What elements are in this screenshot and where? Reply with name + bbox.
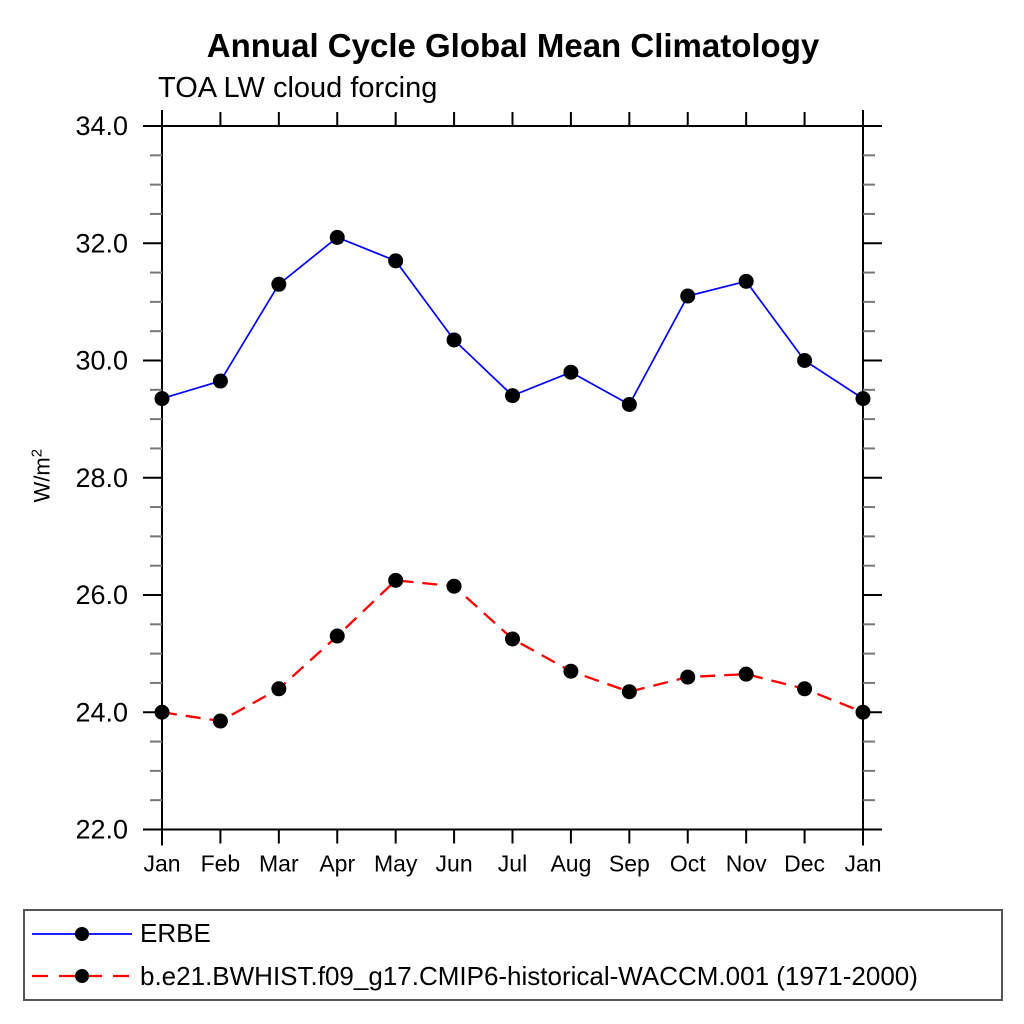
data-point-marker (329, 229, 345, 245)
data-point-marker (505, 388, 520, 404)
series-line-dashed (161, 579, 864, 723)
legend-line-sample-dashed (32, 969, 132, 984)
data-point-marker (563, 663, 579, 679)
legend: ERBE b.e21.BWHIST.f09_g17.CMIP6-historic… (23, 909, 1003, 1001)
x-tick-label: Feb (201, 851, 241, 877)
legend-item-model: b.e21.BWHIST.f09_g17.CMIP6-historical-WA… (25, 956, 1001, 996)
x-tick-label: Mar (259, 851, 299, 877)
y-tick-label: 22.0 (75, 815, 128, 845)
x-tick-label: Jun (436, 851, 473, 877)
x-tick-label: Apr (319, 851, 355, 877)
x-tick-label: Jul (498, 851, 527, 877)
data-point-marker (855, 391, 871, 407)
y-tick-label: 28.0 (75, 463, 128, 493)
data-point-marker (797, 681, 813, 697)
data-point-marker (738, 666, 754, 682)
data-point-marker (154, 391, 170, 407)
x-tick-label: Dec (784, 851, 825, 877)
x-tick-label: Aug (550, 851, 591, 877)
data-point-marker (271, 276, 287, 292)
y-tick-label: 26.0 (75, 580, 128, 610)
data-point-marker (505, 631, 520, 647)
legend-line-sample-solid (32, 926, 132, 941)
data-point-marker (271, 681, 287, 697)
data-point-marker (797, 353, 813, 368)
data-point-marker (154, 704, 170, 720)
data-point-marker (563, 364, 579, 380)
data-point-marker (680, 288, 696, 304)
series-line-solid (161, 236, 864, 406)
y-tick-label: 34.0 (75, 111, 128, 141)
data-point-marker (329, 628, 345, 644)
data-point-marker (388, 572, 404, 588)
data-point-marker (621, 684, 637, 700)
legend-item-erbe: ERBE (25, 914, 1001, 954)
data-point-marker (212, 373, 228, 389)
chart-subtitle: TOA LW cloud forcing (158, 72, 438, 104)
x-tick-label: Nov (726, 851, 767, 877)
data-point-marker (446, 578, 462, 594)
x-tick-label: May (374, 851, 418, 877)
chart-title: Annual Cycle Global Mean Climatology (206, 27, 820, 64)
x-tick-label: Jan (844, 851, 881, 877)
data-point-marker (388, 253, 404, 269)
legend-label: b.e21.BWHIST.f09_g17.CMIP6-historical-WA… (140, 960, 918, 991)
legend-label: ERBE (140, 918, 211, 949)
data-point-marker (212, 713, 228, 729)
data-point-marker (680, 669, 696, 685)
y-tick-label: 24.0 (75, 697, 128, 727)
x-tick-label: Oct (670, 851, 706, 877)
legend-marker-icon (75, 969, 89, 984)
data-point-marker (855, 704, 871, 720)
data-point-marker (738, 273, 754, 289)
data-point-marker (446, 332, 462, 348)
legend-marker-icon (75, 926, 89, 941)
data-point-marker (621, 396, 637, 412)
y-tick-label: 32.0 (75, 228, 128, 258)
y-tick-label: 30.0 (75, 346, 128, 376)
x-tick-label: Sep (609, 851, 650, 877)
x-tick-label: Jan (143, 851, 180, 877)
